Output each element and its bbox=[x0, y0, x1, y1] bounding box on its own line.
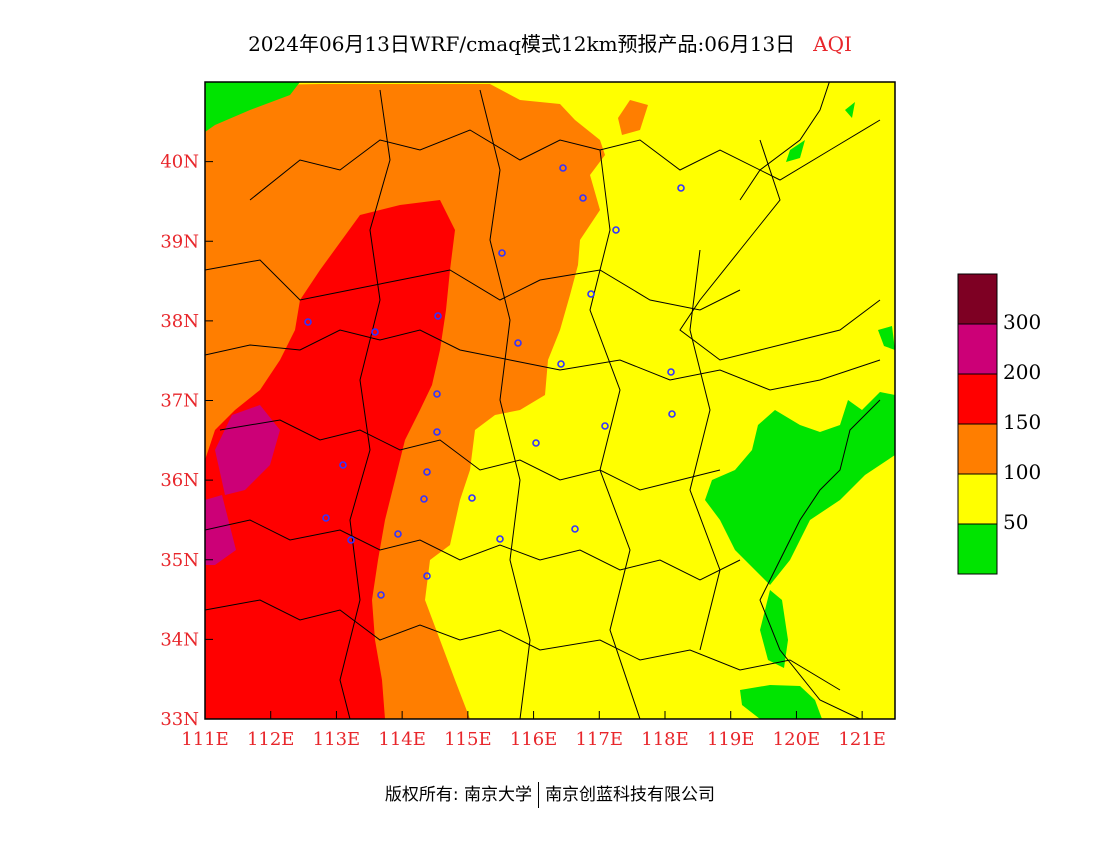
aqi-zone-sensitive-patch bbox=[618, 100, 648, 135]
legend-swatch bbox=[957, 323, 998, 375]
latitude-axis: 40N 39N 38N 37N 36N 35N 34N 33N bbox=[160, 152, 213, 730]
aqi-zone-good-patch bbox=[786, 140, 805, 162]
lat-label: 34N bbox=[160, 629, 199, 650]
legend-swatch bbox=[957, 273, 998, 325]
aqi-zone-unhealthy bbox=[205, 200, 455, 719]
aqi-color-legend bbox=[957, 273, 998, 575]
lon-label: 120E bbox=[773, 729, 821, 750]
legend-tick-label: 300 bbox=[1003, 310, 1042, 334]
boundary-lines bbox=[205, 82, 881, 719]
lon-label: 111E bbox=[181, 729, 229, 750]
aqi-zone-good-patch-2 bbox=[878, 326, 895, 350]
aqi-fill-layer bbox=[205, 82, 895, 719]
lon-label: 116E bbox=[510, 729, 558, 750]
lon-label: 119E bbox=[707, 729, 755, 750]
footer-separator bbox=[538, 782, 540, 808]
city-markers bbox=[304, 164, 685, 599]
aqi-zone-very-unhealthy-west bbox=[205, 495, 236, 565]
legend-swatch bbox=[957, 523, 998, 575]
legend-tick-label: 200 bbox=[1003, 360, 1042, 384]
longitude-axis: 111E 112E 113E 114E 115E 116E 117E 118E 119E 120E… bbox=[181, 711, 886, 750]
aqi-zone-good-northwest bbox=[205, 82, 300, 132]
lon-label: 112E bbox=[247, 729, 295, 750]
map-title: 2024年06月13日WRF/cmaq模式12km预报产品:06月13日 AQI bbox=[0, 28, 1100, 57]
legend-tick-label: 50 bbox=[1003, 510, 1029, 534]
lat-label: 35N bbox=[160, 550, 199, 571]
lat-label: 39N bbox=[160, 231, 199, 252]
footer-right: 南京创蓝科技有限公司 bbox=[545, 785, 716, 805]
title-main: 2024年06月13日WRF/cmaq模式12km预报产品:06月13日 bbox=[248, 32, 796, 56]
lat-label: 36N bbox=[160, 470, 199, 491]
legend-swatch bbox=[957, 473, 998, 525]
legend-swatch bbox=[957, 423, 998, 475]
lat-label: 33N bbox=[160, 709, 199, 730]
lon-label: 118E bbox=[641, 729, 689, 750]
legend-tick-label: 100 bbox=[1003, 460, 1042, 484]
aqi-zone-good-south bbox=[740, 685, 822, 719]
aqi-zone-good-patch-3 bbox=[845, 102, 855, 118]
lon-label: 121E bbox=[838, 729, 886, 750]
lon-label: 115E bbox=[444, 729, 492, 750]
lon-label: 114E bbox=[378, 729, 426, 750]
aqi-zone-very-unhealthy bbox=[215, 405, 280, 495]
legend-tick-label: 150 bbox=[1003, 410, 1042, 434]
aqi-zone-good-strip bbox=[760, 590, 788, 668]
lat-label: 38N bbox=[160, 311, 199, 332]
lat-label: 37N bbox=[160, 391, 199, 412]
title-variable: AQI bbox=[813, 32, 852, 56]
legend-swatch bbox=[957, 373, 998, 425]
lon-label: 113E bbox=[313, 729, 361, 750]
lat-label: 40N bbox=[160, 152, 199, 173]
copyright-footer: 版权所有: 南京大学 南京创蓝科技有限公司 bbox=[0, 780, 1100, 808]
footer-left: 版权所有: 南京大学 bbox=[384, 785, 533, 805]
lon-label: 117E bbox=[576, 729, 624, 750]
